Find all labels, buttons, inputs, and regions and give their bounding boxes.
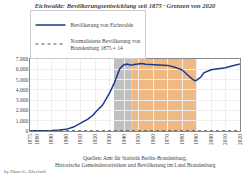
svg-text:1880: 1880 xyxy=(34,134,40,145)
svg-text:1.000: 1.000 xyxy=(16,118,29,124)
svg-text:1970: 1970 xyxy=(164,134,170,145)
svg-text:1950: 1950 xyxy=(135,134,141,145)
svg-text:2000: 2000 xyxy=(208,134,214,145)
svg-text:7.000: 7.000 xyxy=(16,56,29,62)
svg-text:Normalisierte Bevölkerung vonB: Normalisierte Bevölkerung vonBrandenburg… xyxy=(71,38,141,51)
svg-text:5.000: 5.000 xyxy=(16,76,29,82)
svg-text:Eichwalde: Bevölkerungsentwick: Eichwalde: Bevölkerungsentwicklung seit … xyxy=(34,2,216,9)
svg-text:6.000: 6.000 xyxy=(16,66,29,72)
svg-text:1890: 1890 xyxy=(49,134,55,145)
svg-text:1980: 1980 xyxy=(179,134,185,145)
svg-text:0: 0 xyxy=(25,128,28,134)
svg-text:3.000: 3.000 xyxy=(16,97,29,103)
svg-text:1920: 1920 xyxy=(92,134,98,145)
svg-text:2.000: 2.000 xyxy=(16,107,29,113)
svg-text:by Hans-G. Eßerlach: by Hans-G. Eßerlach xyxy=(4,169,47,174)
svg-text:1875: 1875 xyxy=(27,134,33,145)
svg-text:Historische Gemeindestatistike: Historische Gemeindestatistiken und Bevö… xyxy=(55,162,216,168)
svg-text:Bevölkerung von Eichwalde: Bevölkerung von Eichwalde xyxy=(71,22,134,28)
svg-text:4.000: 4.000 xyxy=(16,87,29,93)
svg-text:Quellen: Amt für Statistik Ber: Quellen: Amt für Statistik Berlin-Brande… xyxy=(83,155,188,161)
svg-text:1910: 1910 xyxy=(77,134,83,145)
svg-text:1930: 1930 xyxy=(106,134,112,145)
svg-text:1940: 1940 xyxy=(121,134,127,145)
svg-text:1990: 1990 xyxy=(193,134,199,145)
svg-text:2010: 2010 xyxy=(222,134,228,145)
svg-text:1960: 1960 xyxy=(150,134,156,145)
svg-text:2020: 2020 xyxy=(237,134,243,145)
svg-text:1900: 1900 xyxy=(63,134,69,145)
